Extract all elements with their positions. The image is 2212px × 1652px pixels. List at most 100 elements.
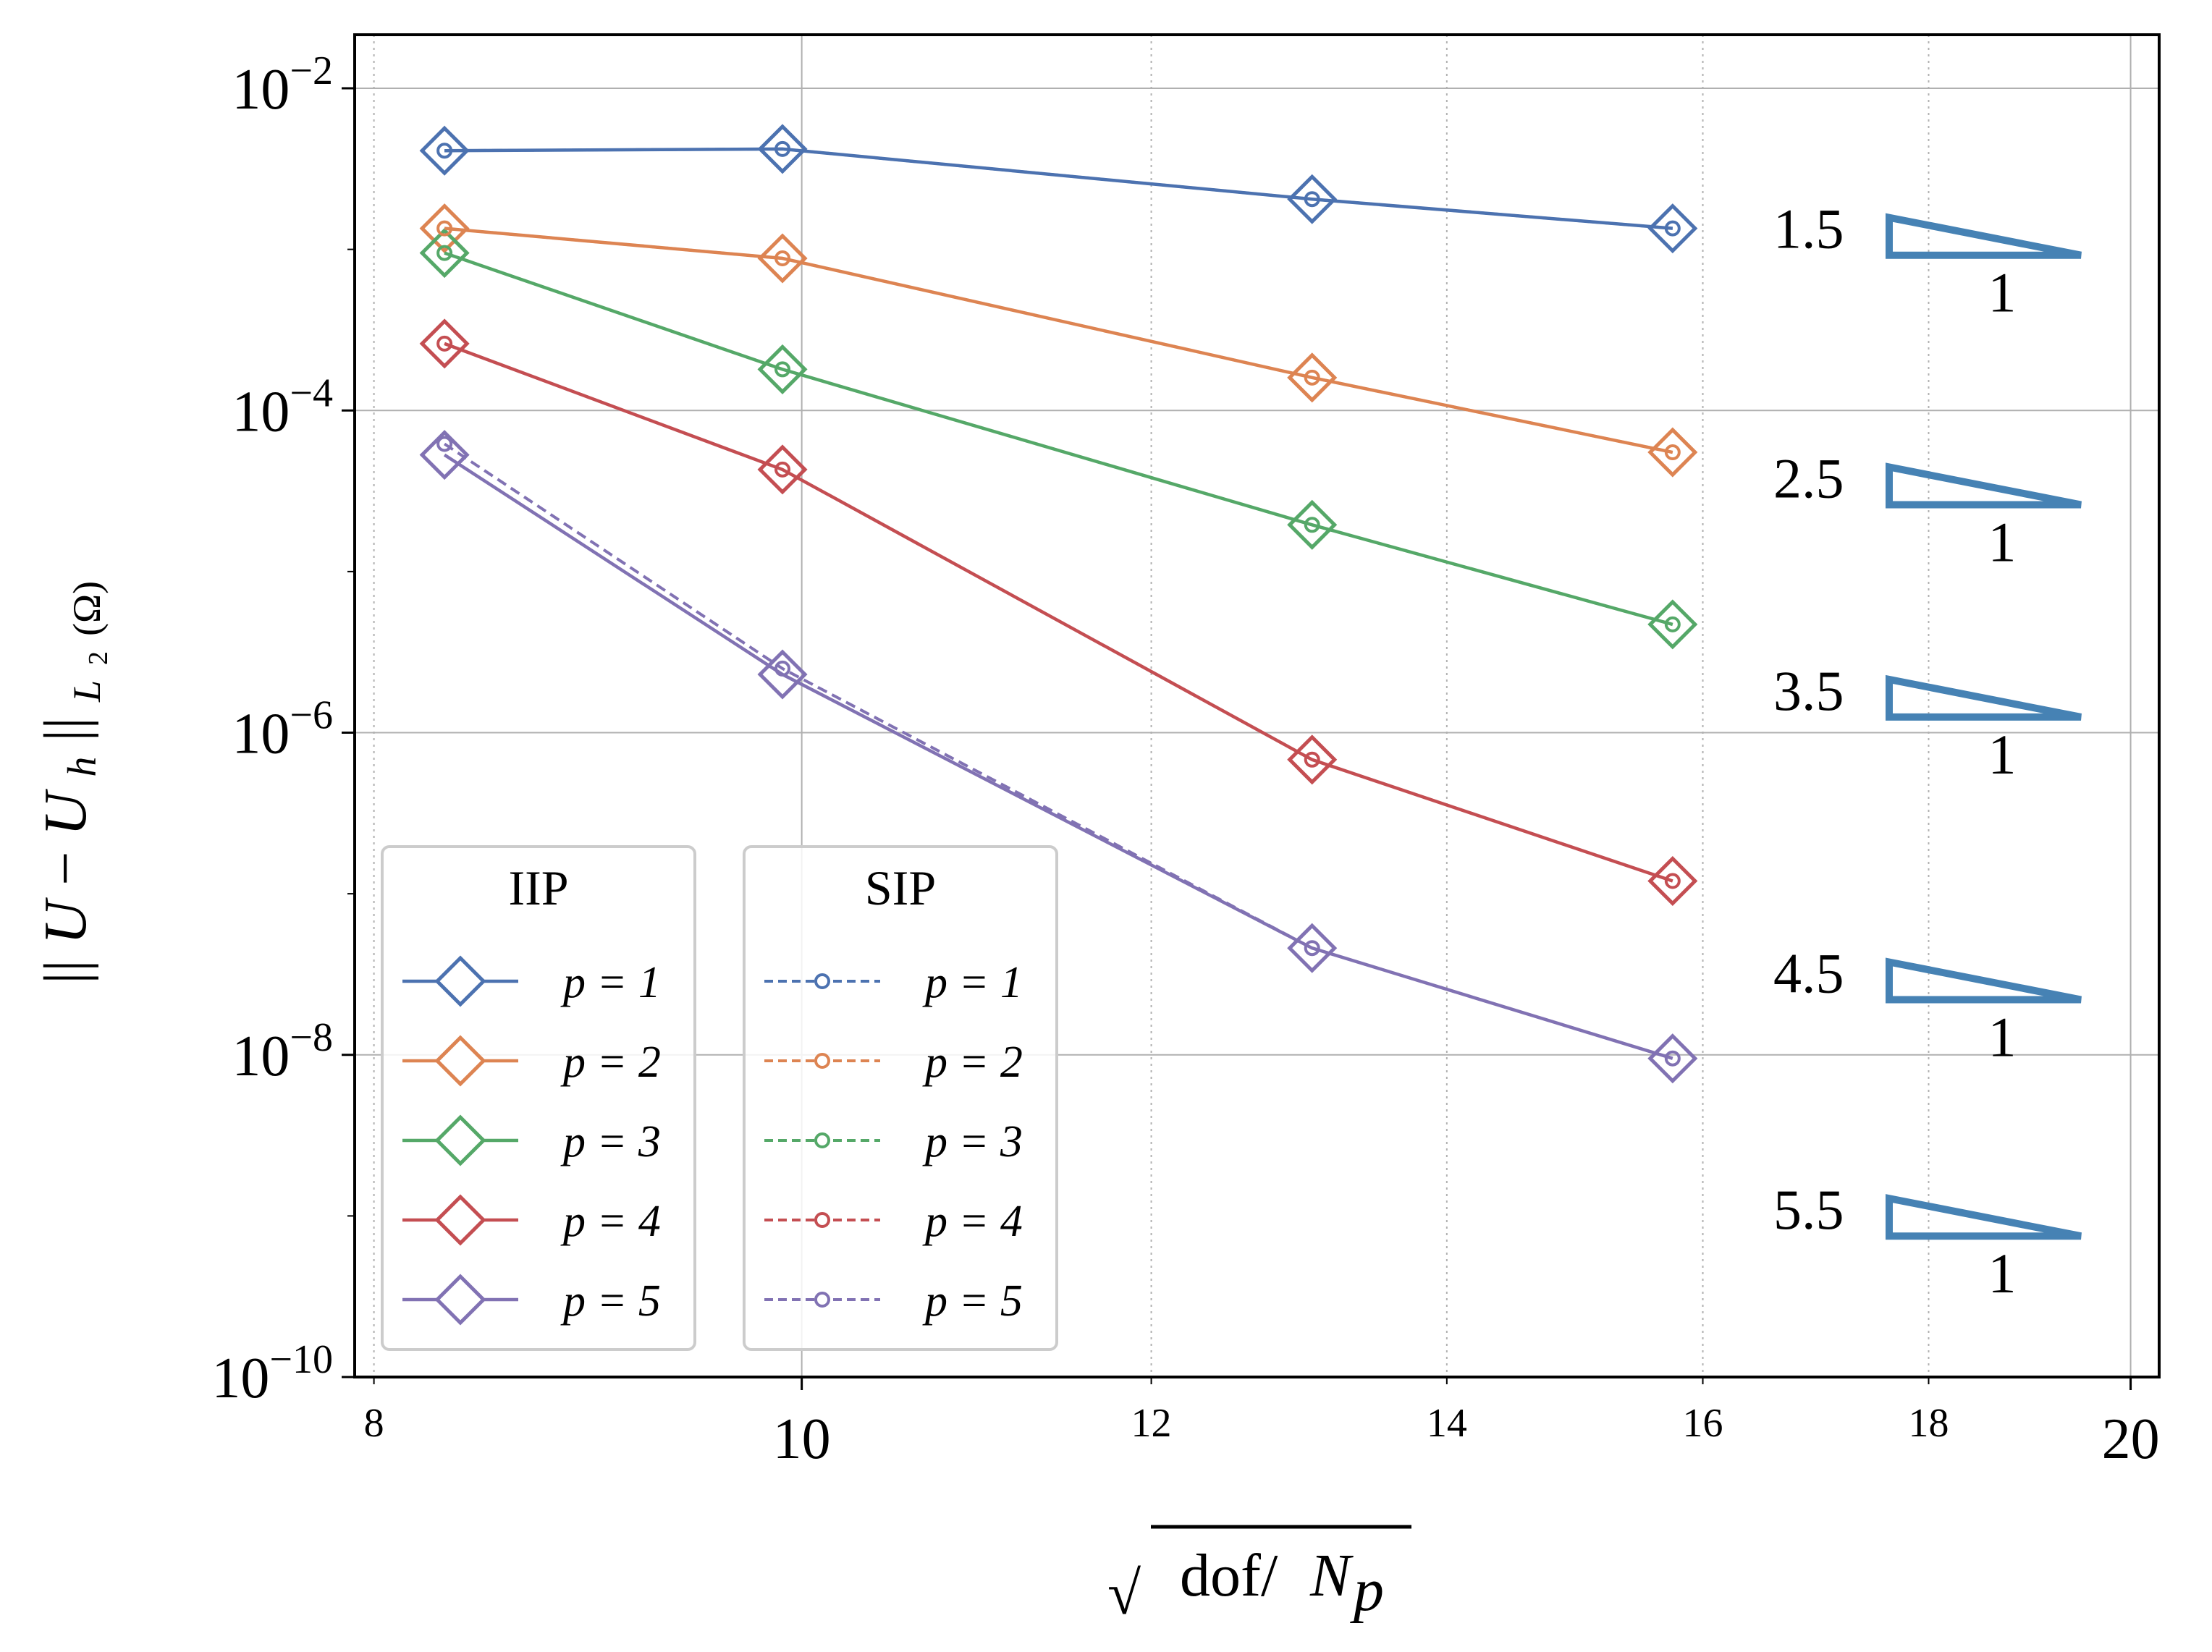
series-iip-5 [419, 430, 1698, 1084]
series-sip-4 [436, 335, 1681, 889]
y-tick-base: 10 [232, 703, 290, 766]
grid [355, 35, 2159, 1377]
series-sip-3 [436, 245, 1681, 632]
data-point-diamond [1287, 499, 1338, 550]
legend-entry-label: p = 3 [560, 1117, 661, 1166]
x-major-tick-label: 10 [773, 1407, 831, 1471]
legend-circle [814, 1053, 830, 1069]
data-point-circle [436, 335, 453, 352]
series-line-dashed [444, 342, 1673, 883]
ylabel-Uh: U [32, 788, 99, 836]
slope-triangle-shape [1886, 674, 2082, 721]
data-point-diamond [419, 228, 470, 279]
legend-title: IIP [508, 860, 568, 915]
x-label-text: dof/ [1180, 1542, 1278, 1609]
data-point-diamond [757, 233, 808, 284]
legend-circle [814, 973, 830, 989]
data-point-circle [1304, 369, 1320, 386]
legend-box [743, 845, 1058, 1351]
legend-diamond [434, 1274, 486, 1326]
slope-triangles: 1.512.513.514.515.51 [1773, 198, 2082, 1305]
y-major-tick-label: 10−10 [211, 1337, 333, 1410]
data-point-diamond [757, 124, 808, 174]
data-point-circle [774, 461, 791, 478]
data-point-circle [436, 436, 453, 452]
y-tick-exponent: −8 [290, 1015, 333, 1060]
series-line-dashed [443, 442, 1673, 1060]
slope-label: 1.5 [1773, 198, 1844, 260]
y-major-tick-label: 10−4 [232, 370, 333, 444]
data-point-diamond [1647, 427, 1698, 478]
y-tick-exponent: −6 [290, 693, 333, 738]
x-major-tick-label: 20 [2102, 1407, 2160, 1471]
data-point-diamond [757, 344, 808, 394]
ylabel-left-bars: || [32, 960, 99, 984]
slope-triangle: 5.51 [1773, 1178, 2082, 1305]
ylabel-h: h [60, 757, 105, 777]
legend-diamond [434, 1035, 486, 1087]
legend-entry-label: p = 2 [922, 1038, 1023, 1087]
x-minor-tick-label: 8 [364, 1401, 384, 1446]
x-axis-label: √ dof/ N p [1107, 1525, 1411, 1627]
data-point-diamond [1647, 599, 1698, 650]
ylabel-U: U [32, 897, 99, 944]
data-point-diamond [1287, 352, 1338, 403]
y-tick-exponent: −10 [269, 1337, 333, 1382]
data-point-circle [436, 245, 453, 261]
slope-label: 5.5 [1773, 1178, 1844, 1241]
x-minor-tick-label: 12 [1131, 1401, 1172, 1446]
data-point-diamond [757, 649, 808, 700]
data-point-circle [1664, 873, 1681, 889]
ylabel-right-bars: || [32, 717, 99, 742]
data-point-circle [1304, 751, 1320, 768]
legend-entry-label: p = 5 [922, 1276, 1023, 1326]
data-point-diamond [1647, 855, 1698, 907]
series-sip-2 [436, 220, 1681, 461]
data-point-diamond [419, 430, 470, 480]
legend-sip: SIP p = 1 p = 2 p = 3 p = 4 p = 5 [743, 845, 1058, 1351]
slope-run-label: 1 [1988, 723, 2017, 786]
series-line-dashed [444, 226, 1673, 454]
y-tick-exponent: −2 [290, 48, 333, 93]
data-point-circle [1304, 191, 1320, 208]
legend-diamond [434, 1194, 486, 1246]
y-tick-base: 10 [232, 1025, 290, 1088]
series-line-dashed [444, 251, 1673, 626]
slope-triangle-shape [1886, 462, 2082, 509]
ylabel-norm: || U − U h || L 2 (Ω) [32, 581, 121, 984]
x-label-var: N [1309, 1542, 1354, 1609]
legend-box [381, 845, 696, 1351]
slope-run-label: 1 [1988, 261, 2017, 324]
legend-diamond [434, 1114, 486, 1166]
x-minor-tick-label: 14 [1427, 1401, 1467, 1446]
data-point-diamond [1287, 174, 1338, 224]
slope-triangle: 4.51 [1773, 942, 2082, 1069]
data-point-circle [1664, 444, 1681, 461]
data-point-circle [774, 361, 791, 378]
legend-entry-label: p = 4 [560, 1197, 661, 1246]
series-line-dashed [444, 147, 1673, 230]
slope-label: 4.5 [1773, 942, 1844, 1005]
y-major-tick-label: 10−8 [232, 1015, 333, 1088]
data-point-circle [774, 250, 791, 266]
data-point-diamond [419, 318, 470, 369]
data-point-circle [1304, 940, 1320, 957]
slope-label: 2.5 [1773, 446, 1844, 509]
legend-entry-label: p = 3 [922, 1117, 1023, 1166]
plot-frame [353, 33, 2161, 1378]
data-point-diamond [419, 125, 470, 176]
data-point-circle [436, 220, 453, 237]
series-layer [419, 124, 1698, 1084]
ylabel-two: 2 [83, 651, 114, 665]
slope-triangle: 3.51 [1773, 659, 2082, 786]
y-axis-label: || U − U h || L 2 (Ω) [32, 581, 121, 984]
legend-title: SIP [865, 860, 936, 915]
data-point-circle [774, 660, 791, 677]
slope-triangle: 2.51 [1773, 446, 2082, 573]
ylabel-minus: − [32, 836, 99, 885]
legends: IIP p = 1 p = 2 p = 3 p = 4 p = 5 SIP p = 1 p = … [381, 845, 1058, 1351]
legend-entry-label: p = 1 [560, 958, 661, 1007]
ylabel-L: L [65, 680, 109, 703]
